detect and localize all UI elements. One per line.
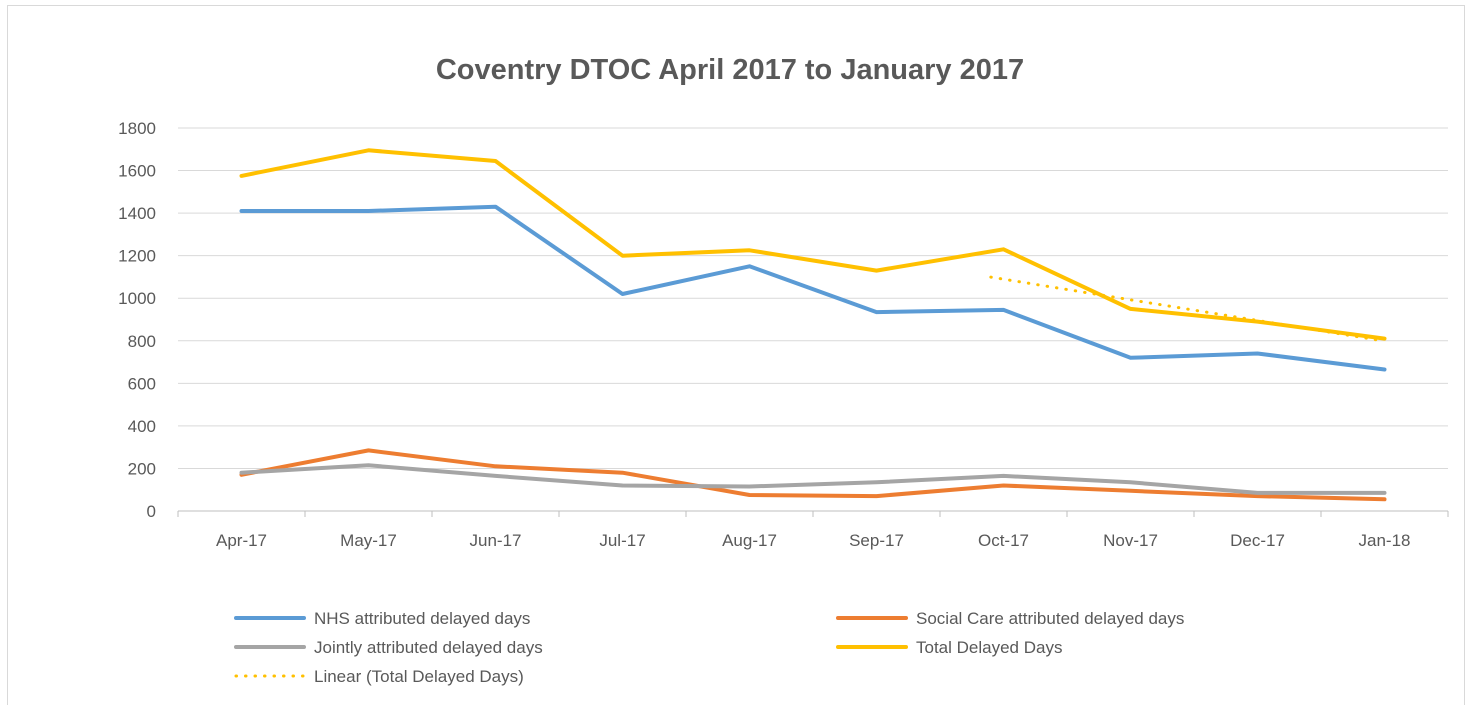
- chart-frame: Coventry DTOC April 2017 to January 2017…: [7, 5, 1465, 705]
- chart-title: Coventry DTOC April 2017 to January 2017: [436, 54, 1024, 86]
- legend-label: Total Delayed Days: [916, 638, 1062, 657]
- y-tick-label: 1400: [118, 204, 156, 223]
- y-axis-ticks: 0 200 400 600 800 1000 1200 1400 1600 1800: [118, 119, 156, 521]
- y-tick-label: 600: [128, 374, 156, 393]
- x-tick-label: Nov-17: [1103, 531, 1158, 550]
- x-tick-label: May-17: [340, 531, 397, 550]
- series-line-1: [239, 448, 1387, 502]
- legend-label: Social Care attributed delayed days: [916, 609, 1184, 628]
- x-tick-label: Jul-17: [599, 531, 645, 550]
- x-tick-label: Jun-17: [470, 531, 522, 550]
- x-tick-label: Oct-17: [978, 531, 1029, 550]
- x-tick-label: Dec-17: [1230, 531, 1285, 550]
- legend-label: NHS attributed delayed days: [314, 609, 530, 628]
- y-tick-label: 1800: [118, 119, 156, 138]
- x-tick-label: Jan-18: [1359, 531, 1411, 550]
- x-axis-ticks: Apr-17 May-17 Jun-17 Jul-17 Aug-17 Sep-17 Oct-…: [177, 511, 1449, 550]
- y-tick-label: 200: [128, 459, 156, 478]
- y-tick-label: 0: [147, 502, 156, 521]
- series-lines: [239, 148, 1387, 502]
- legend: NHS attributed delayed days Social Care a…: [234, 609, 1184, 686]
- y-tick-label: 1000: [118, 289, 156, 308]
- legend-label: Linear (Total Delayed Days): [314, 667, 524, 686]
- series-line-2: [239, 463, 1387, 495]
- x-tick-label: Apr-17: [216, 531, 267, 550]
- chart-svg: Coventry DTOC April 2017 to January 2017…: [118, 54, 1449, 686]
- y-tick-label: 1600: [118, 162, 156, 181]
- x-tick-label: Aug-17: [722, 531, 777, 550]
- y-tick-label: 800: [128, 332, 156, 351]
- gridlines: [178, 127, 1448, 512]
- series-line-3: [239, 148, 1387, 341]
- y-tick-label: 400: [128, 417, 156, 436]
- y-tick-label: 1200: [118, 247, 156, 266]
- legend-label: Jointly attributed delayed days: [314, 638, 543, 657]
- x-tick-label: Sep-17: [849, 531, 904, 550]
- series-line-0: [239, 204, 1387, 372]
